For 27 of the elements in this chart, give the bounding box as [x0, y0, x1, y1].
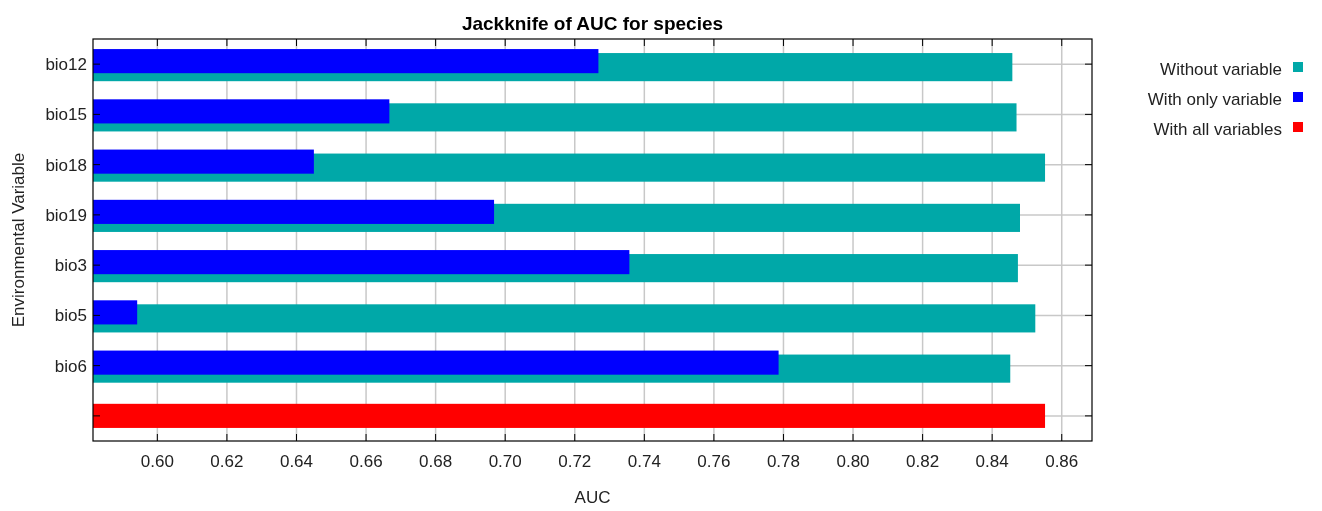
y-axis-title: Environmental Variable [9, 152, 28, 328]
x-tick-label: 0.60 [140, 452, 174, 471]
x-tick-label: 0.66 [349, 452, 383, 471]
x-tick-label: 0.78 [766, 452, 801, 471]
x-tick-label: 0.80 [836, 452, 870, 471]
x-tick-label: 0.70 [488, 452, 522, 471]
y-tick-label: bio6 [54, 356, 87, 376]
y-tick-label: bio15 [45, 105, 87, 125]
y-tick-label: bio19 [45, 205, 87, 225]
x-tick-label: 0.82 [906, 452, 940, 471]
chart-title: Jackknife of AUC for species [461, 13, 724, 34]
x-axis-title: AUC [574, 488, 611, 507]
y-tick-label: bio3 [54, 256, 87, 276]
x-tick-label: 0.62 [210, 452, 244, 471]
x-tick-label: 0.86 [1045, 452, 1079, 471]
y-tick-label: bio18 [45, 155, 87, 175]
legend-label: Without variable [1160, 60, 1282, 79]
legend-label: With all variables [1153, 120, 1282, 139]
x-tick-label: 0.84 [975, 452, 1009, 471]
x-tick-label: 0.74 [627, 452, 661, 471]
y-tick-label: bio5 [54, 306, 87, 326]
legend-label: With only variable [1147, 90, 1282, 109]
x-tick-label: 0.76 [697, 452, 731, 471]
y-tick-label: bio12 [45, 55, 87, 75]
x-tick-label: 0.64 [279, 452, 314, 471]
x-tick-label: 0.72 [558, 452, 592, 471]
x-tick-label: 0.68 [419, 452, 453, 471]
